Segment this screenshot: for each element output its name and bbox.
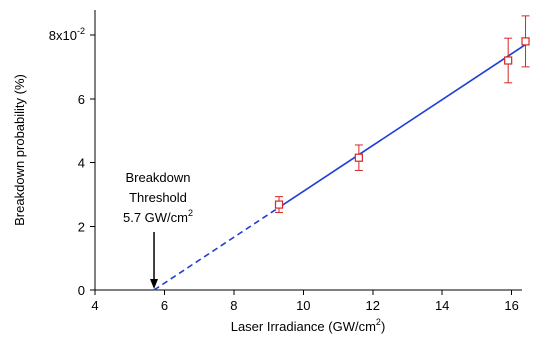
x-tick-label: 4 [91, 298, 98, 313]
annotation-line-3: 5.7 GW/cm2 [123, 208, 193, 225]
data-point-marker [504, 56, 513, 65]
x-ticks: 4 6 8 10 12 14 16 [91, 290, 519, 313]
x-tick-label: 16 [504, 298, 518, 313]
threshold-annotation: Breakdown Threshold 5.7 GW/cm2 [123, 170, 193, 289]
fit-line-dashed [153, 206, 280, 291]
annotation-line-2: Threshold [129, 190, 187, 205]
annotation-arrow-head [150, 279, 159, 289]
x-axis-title-end: ) [381, 319, 385, 334]
data-point-marker [521, 37, 530, 46]
x-axis-title-sup: 2 [376, 317, 381, 327]
annotation-line-1: Breakdown [125, 170, 190, 185]
y-multiplier-sup: -2 [77, 26, 85, 36]
fit-line-solid [278, 43, 526, 209]
axes-frame [94, 10, 522, 291]
y-axis-title: Breakdown probability (%) [12, 74, 27, 226]
y-tick-label: 0 [78, 283, 85, 298]
data-points [274, 15, 530, 214]
fit-line-group [153, 43, 526, 291]
x-axis-title-main: Laser Irradiance (GW/cm [231, 319, 376, 334]
y-tick-label: 6 [78, 92, 85, 107]
annotation-line-3-main: 5.7 GW/cm [123, 210, 188, 225]
x-tick-label: 14 [435, 298, 449, 313]
y-ticks: 0 2 4 6 8x10-2 [49, 26, 95, 298]
x-tick-label: 12 [366, 298, 380, 313]
x-axis-title: Laser Irradiance (GW/cm2) [231, 317, 386, 334]
x-tick-label: 6 [161, 298, 168, 313]
annotation-line-3-sup: 2 [188, 208, 193, 218]
x-tick-label: 8 [230, 298, 237, 313]
data-point-marker [354, 153, 363, 162]
y-tick-label: 2 [78, 219, 85, 234]
y-tick-label: 4 [78, 156, 85, 171]
x-tick-label: 10 [296, 298, 310, 313]
data-point-marker [274, 200, 284, 209]
y-tick-label: 8x10-2 [49, 26, 85, 43]
